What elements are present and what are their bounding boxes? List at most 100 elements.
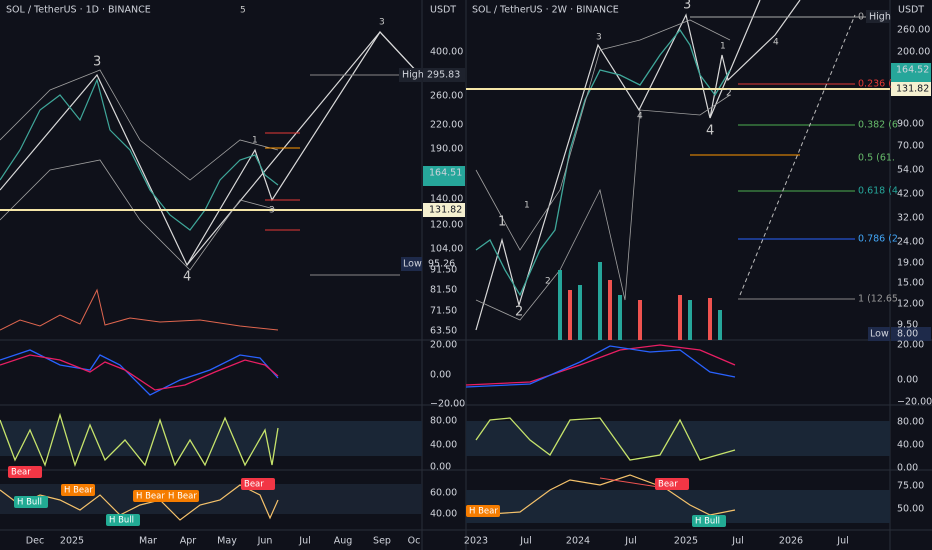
right-axis: USDT [898,5,924,16]
time-label: Apr [180,536,197,547]
axis-label: 63.50 [430,326,457,337]
time-label: 2024 [566,536,590,547]
axis-label: 40.00 [897,440,924,451]
axis-label: −20.00 [897,397,932,408]
axis-label: 24.00 [897,237,924,248]
tag-bg [165,490,199,502]
axis-label: 20.00 [430,340,457,351]
tag-bg [61,484,95,496]
axis-label: 120.00 [430,220,463,231]
time-label: Jul [731,536,743,547]
wave-label: 3 [269,206,275,216]
axis-label: 260.00 [897,25,930,36]
axis-label: 0.00 [897,375,918,386]
axis-label: 60.00 [430,488,457,499]
time-label: 2026 [779,536,803,547]
wave-label: 3 [596,33,602,43]
axis-label: −20.00 [430,399,465,410]
tag-bg [133,490,167,502]
time-label: Jun [257,536,273,547]
stoch-band [466,421,890,456]
time-label: Jul [624,536,636,547]
badge [891,327,931,341]
wave-label: 2 [515,305,523,320]
time-label: 2023 [464,536,488,547]
fib-label: 0.618 (4 [858,186,898,197]
time-label: Jul [519,536,531,547]
fib-label: 0.236 ( [858,79,892,90]
axis-label: 400.00 [430,47,463,58]
axis-label: 140.00 [430,194,463,205]
low-label: Low [403,259,422,270]
axis-label: 9.50 [897,320,918,331]
tag-bg [106,514,140,526]
divergence-tag: Bear [11,468,31,478]
fib-label: 1 (12.65 [858,294,898,305]
axis-label: 50.00 [897,504,924,515]
divergence-tag: H Bull [109,516,134,526]
low-value: 95.26 [428,259,455,270]
divergence-tag: Bear [244,480,264,490]
level: 131.82 [896,84,929,95]
axis-label: 0.00 [430,370,451,381]
time-label: Oc [408,536,421,547]
axis-label: 40.00 [430,509,457,520]
wave-label: 4 [706,124,714,139]
axis-label: 70.00 [897,141,924,152]
axis-label: 20.00 [897,340,924,351]
marker: 5 [240,6,246,16]
time-label: Aug [334,536,353,547]
low-label: Low [870,329,889,340]
axis-label: 81.50 [430,285,457,296]
axis-label: 80.00 [897,417,924,428]
chart-title: SOL / TetherUS · 1D · BINANCE [6,5,151,16]
wave-label: 4 [183,270,191,285]
divergence-tag: H Bear [469,507,498,517]
wave-label: 1 [720,42,726,52]
axis-label: 42.00 [897,189,924,200]
axis-label: 220.00 [430,120,463,131]
left-drawings [0,31,422,521]
wave-label: 1 [498,215,506,230]
axis-label: 0.00 [897,463,918,474]
axis-label: 0.00 [430,462,451,473]
tag-bg [466,505,500,517]
wave-label: 3 [93,55,101,70]
high-value: 295.83 [427,70,460,81]
axis-header: USDT [898,5,924,16]
badge [423,166,465,186]
tag-bg [8,466,42,478]
wave-label: 3 [379,18,385,28]
divergence-tag: H Bear [136,492,165,502]
badge [868,327,890,341]
badge [891,63,931,83]
axis-label: 54.00 [897,165,924,176]
time-label: May [217,536,237,547]
axis-label: 260.00 [430,91,463,102]
last-price: 164.51 [429,168,462,179]
high-label: High [869,12,891,23]
time-label: Jul [836,536,848,547]
wave-label: 2 [726,89,732,99]
axis-label: 200.00 [897,47,930,58]
time-label: Jul [298,536,310,547]
time-label: 2025 [60,536,84,547]
fib-label: 0.382 (6 [858,120,898,131]
right-waves: 3 3 1 2 4 4 4 1 1 2 2 [498,0,779,320]
divergence-tag: H Bull [17,498,42,508]
tag-bg [241,478,275,490]
low-value: 8.00 [897,329,918,340]
fib-label: 0.5 (61. [858,153,895,164]
time-label: Mar [139,536,157,547]
last-price: 164.52 [896,65,929,76]
wave-label: 4 [637,112,643,122]
time-label: 2025 [674,536,698,547]
wave-label: 1 [252,136,258,146]
badge [399,68,422,82]
left-axis: USDT [430,5,456,16]
tag-bg [692,515,726,527]
divergence-tag: H Bear [168,492,197,502]
axis-label: 12.00 [897,299,924,310]
